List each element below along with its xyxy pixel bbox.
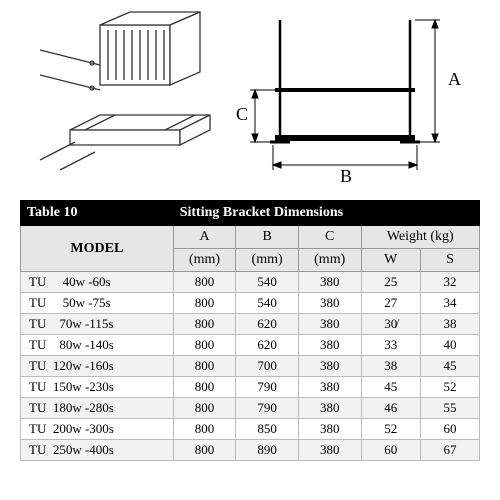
col-a-unit: (mm) — [173, 249, 236, 272]
cell-a: 800 — [173, 440, 236, 461]
cell-w: 60 — [361, 440, 421, 461]
cell-w: 33 — [361, 335, 421, 356]
table-row: TU 180w -280s8007903804655 — [21, 398, 480, 419]
cell-a: 800 — [173, 377, 236, 398]
dim-b-label: B — [340, 166, 352, 186]
cell-model: TU 50w -75s — [21, 293, 174, 314]
cell-s: 32 — [421, 272, 480, 293]
cell-model: TU 200w -300s — [21, 419, 174, 440]
table-row: TU 150w -230s8007903804552 — [21, 377, 480, 398]
cell-model: TU 150w -230s — [21, 377, 174, 398]
cell-w: 25 — [361, 272, 421, 293]
col-c: C — [298, 226, 361, 249]
cell-c: 380 — [298, 440, 361, 461]
cell-s: 38 — [421, 314, 480, 335]
table-row: TU 70w -115s80062038030̸38 — [21, 314, 480, 335]
cell-c: 380 — [298, 272, 361, 293]
cell-s: 45 — [421, 356, 480, 377]
cell-w: 38 — [361, 356, 421, 377]
cell-s: 67 — [421, 440, 480, 461]
cell-c: 380 — [298, 335, 361, 356]
cell-model: TU 120w -160s — [21, 356, 174, 377]
cell-b: 850 — [236, 419, 299, 440]
cell-c: 380 — [298, 356, 361, 377]
table-row: TU 250w -400s8008903806067 — [21, 440, 480, 461]
bracket-diagrams: A C B — [30, 10, 470, 190]
cell-c: 380 — [298, 398, 361, 419]
cell-s: 60 — [421, 419, 480, 440]
cell-c: 380 — [298, 293, 361, 314]
col-b: B — [236, 226, 299, 249]
col-weight: Weight (kg) — [361, 226, 480, 249]
table-number: Table 10 — [21, 201, 174, 226]
dim-a-label: A — [448, 69, 461, 89]
cell-model: TU 70w -115s — [21, 314, 174, 335]
cell-c: 380 — [298, 314, 361, 335]
cell-w: 45 — [361, 377, 421, 398]
col-w: W — [361, 249, 421, 272]
cell-w: 52 — [361, 419, 421, 440]
cell-b: 700 — [236, 356, 299, 377]
cell-a: 800 — [173, 272, 236, 293]
table-title: Sitting Bracket Dimensions — [173, 201, 479, 226]
cell-model: TU 180w -280s — [21, 398, 174, 419]
cell-w: 30̸ — [361, 314, 421, 335]
cell-c: 380 — [298, 419, 361, 440]
col-c-unit: (mm) — [298, 249, 361, 272]
iso-diagram — [40, 12, 210, 170]
col-a: A — [173, 226, 236, 249]
table-row: TU 40w -60s8005403802532 — [21, 272, 480, 293]
cell-c: 380 — [298, 377, 361, 398]
dim-c — [250, 90, 275, 142]
cell-s: 55 — [421, 398, 480, 419]
cell-b: 540 — [236, 272, 299, 293]
cell-s: 52 — [421, 377, 480, 398]
cell-b: 540 — [236, 293, 299, 314]
cell-b: 620 — [236, 314, 299, 335]
cell-b: 790 — [236, 377, 299, 398]
col-s: S — [421, 249, 480, 272]
cell-s: 40 — [421, 335, 480, 356]
cell-w: 46 — [361, 398, 421, 419]
dimensions-table: Table 10 Sitting Bracket Dimensions MODE… — [20, 200, 480, 461]
col-model: MODEL — [21, 226, 174, 272]
cell-a: 800 — [173, 419, 236, 440]
table-body: TU 40w -60s8005403802532TU 50w -75s80054… — [21, 272, 480, 461]
cell-b: 620 — [236, 335, 299, 356]
table-row: TU 50w -75s8005403802734 — [21, 293, 480, 314]
cell-a: 800 — [173, 293, 236, 314]
dim-c-label: C — [236, 104, 248, 124]
table-row: TU 120w -160s8007003803845 — [21, 356, 480, 377]
cell-a: 800 — [173, 356, 236, 377]
table-row: TU 80w -140s8006203803340 — [21, 335, 480, 356]
ortho-diagram — [270, 20, 420, 142]
dim-a — [415, 20, 440, 142]
cell-model: TU 40w -60s — [21, 272, 174, 293]
cell-a: 800 — [173, 314, 236, 335]
cell-model: TU 250w -400s — [21, 440, 174, 461]
cell-a: 800 — [173, 398, 236, 419]
col-b-unit: (mm) — [236, 249, 299, 272]
cell-b: 790 — [236, 398, 299, 419]
page: A C B Table 10 Sitting Bracket Dimension… — [0, 0, 500, 500]
table-title-row: Table 10 Sitting Bracket Dimensions — [21, 201, 480, 226]
cell-s: 34 — [421, 293, 480, 314]
cell-model: TU 80w -140s — [21, 335, 174, 356]
table-row: TU 200w -300s8008503805260 — [21, 419, 480, 440]
cell-b: 890 — [236, 440, 299, 461]
cell-w: 27 — [361, 293, 421, 314]
table-header-row-1: MODEL A B C Weight (kg) — [21, 226, 480, 249]
cell-a: 800 — [173, 335, 236, 356]
